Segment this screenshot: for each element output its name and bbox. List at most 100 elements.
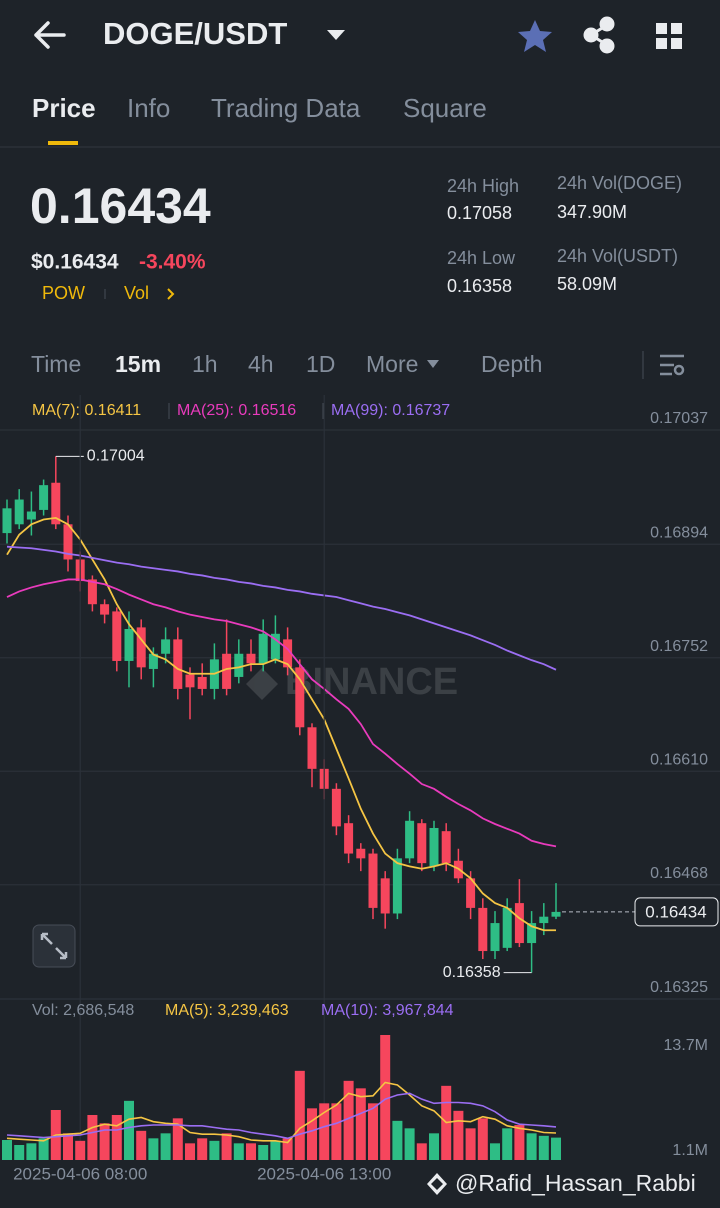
volume-bar [380,1035,391,1160]
volume-bar [124,1100,134,1160]
x-tick-label: 2025-04-06 08:00 [13,1164,147,1183]
y-tick-label: 1.1M [672,1142,708,1159]
volume-bar [477,1118,488,1160]
volume-bar [526,1133,537,1160]
y-tick-label: 13.7M [664,1037,708,1054]
y-tick-label: 0.16894 [650,524,708,541]
ma-line [6,516,556,932]
share-button[interactable] [583,16,615,54]
y-tick-label: 0.16610 [650,751,708,768]
candle-body [417,823,427,864]
candle-body [51,482,61,525]
stat-label: 24h Vol(DOGE) [557,173,682,193]
interval[interactable]: Depth [481,351,542,377]
y-tick-label: 0.17037 [650,410,708,427]
volume-bar [136,1130,147,1160]
candle-body [161,639,171,654]
interval[interactable]: 4h [248,351,274,377]
volume-bar [502,1128,513,1160]
interval[interactable]: 1h [192,351,218,377]
credit: @Rafid_Hassan_Rabbi [427,1170,696,1196]
candle-body [539,916,549,924]
extreme-label: 0.17004 [87,448,145,465]
volume-bar [453,1110,464,1160]
candle-body [429,827,439,867]
back-button[interactable] [34,21,66,49]
ma-legend: MA(99): 0.16737 [331,402,450,419]
candle-body [441,831,451,864]
volume-bar [343,1080,354,1160]
current-price-box [634,897,719,927]
candle-body [63,524,73,560]
candle-body [356,848,366,859]
pair-title[interactable]: DOGE/USDT [103,16,287,51]
volume-ma-line [6,1092,557,1140]
more-caret [427,360,439,368]
ma-line [6,578,557,848]
volume-bar [63,1133,73,1160]
volume-bar [246,1143,256,1160]
candle-body [234,653,244,677]
volume-bar [465,1128,476,1160]
stat-value: 58.09M [557,274,617,294]
volume-bar [294,1070,305,1160]
candle-body [490,923,500,952]
current-price-label: 0.16434 [645,902,706,921]
interval[interactable]: More [366,351,418,377]
candle-body [148,653,158,669]
volume-bar [172,1118,183,1160]
tab[interactable]: Square [403,93,487,123]
candle-body [2,508,12,534]
interval[interactable]: Time [31,351,81,377]
tag[interactable]: POW [42,283,85,303]
volume-bar [392,1120,403,1160]
candle-body [392,858,402,914]
volume-bar [111,1115,122,1160]
volume-ma-legend: MA(10): 3,967,844 [321,1002,454,1019]
stat-value: 0.17058 [447,203,512,223]
tab-indicator [48,141,78,145]
volume-bar [38,1138,49,1160]
candle-body [270,633,280,660]
volume-bar [307,1108,317,1160]
candle-body [307,727,317,769]
volume-bar [197,1138,208,1160]
volume-bar [209,1140,220,1160]
favorite-star[interactable] [518,20,552,52]
chart-settings[interactable] [660,354,685,376]
tab[interactable]: Price [32,93,96,123]
volume-bar [221,1133,232,1160]
pair-dropdown[interactable] [327,30,345,40]
tab[interactable]: Info [127,93,170,123]
candle-body [26,511,36,520]
y-tick-label: 0.16325 [650,979,708,996]
tab[interactable]: Trading Data [211,93,361,123]
volume-bar [416,1143,427,1160]
last-price: 0.16434 [30,178,211,234]
candle-body [466,878,476,908]
candle-body [502,907,512,948]
interval[interactable]: 1D [306,351,335,377]
extreme-label: 0.16358 [443,964,501,981]
volume-bar [490,1143,500,1160]
candle-body [331,788,341,827]
volume-bar [514,1125,525,1160]
stat-label: 24h Vol(USDT) [557,246,678,266]
volume-bar [75,1140,86,1160]
volume-ma-legend: MA(5): 3,239,463 [165,1002,289,1019]
candle-body [478,907,488,952]
y-tick-label: 0.16752 [650,638,708,655]
candle-body [197,676,207,689]
stat-label: 24h High [447,176,519,196]
price-change: -3.40% [139,251,206,274]
volume-ma-line [6,1081,557,1144]
x-tick-label: 2025-04-06 13:00 [257,1164,391,1183]
candle-body [344,823,354,854]
volume-bar [319,1103,330,1160]
fullscreen-button[interactable] [32,924,76,968]
interval[interactable]: 15m [115,351,161,377]
tag[interactable]: Vol [124,283,149,303]
menu-grid[interactable] [656,23,682,49]
